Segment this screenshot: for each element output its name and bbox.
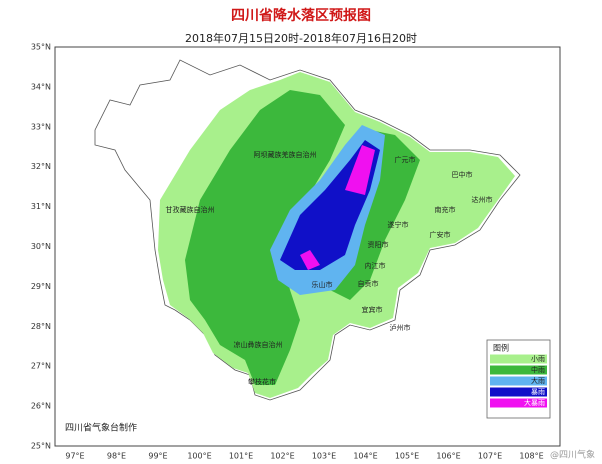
- legend-label: 中雨: [531, 365, 545, 374]
- lat-tick-label: 35°N: [31, 43, 51, 52]
- lat-tick-label: 31°N: [31, 202, 51, 211]
- lon-tick-label: 104°E: [353, 452, 377, 461]
- legend-swatch: [490, 387, 547, 397]
- legend-label: 暴雨: [531, 388, 545, 396]
- lat-tick-label: 27°N: [31, 362, 51, 371]
- watermark: @四川气象: [550, 449, 595, 461]
- place-label: 巴中市: [452, 170, 473, 179]
- lat-tick-label: 25°N: [31, 442, 51, 451]
- legend-title: 图例: [493, 343, 509, 353]
- place-label: 广安市: [430, 230, 451, 239]
- lon-tick-label: 105°E: [395, 452, 419, 461]
- place-label: 阿坝藏族羌族自治州: [254, 150, 317, 159]
- lat-tick-label: 29°N: [31, 282, 51, 291]
- lat-tick-label: 26°N: [31, 402, 51, 411]
- lon-tick-label: 101°E: [229, 452, 253, 461]
- legend-swatch: [490, 398, 547, 408]
- subtitle: 2018年07月15日20时-2018年07月16日20时: [185, 31, 417, 45]
- lon-tick-label: 98°E: [107, 452, 126, 461]
- place-label: 自贡市: [358, 279, 379, 288]
- place-label: 资阳市: [368, 240, 389, 249]
- title: 四川省降水落区预报图: [231, 7, 371, 24]
- province: [94, 59, 521, 401]
- lon-tick-label: 107°E: [478, 452, 502, 461]
- lon-tick-label: 106°E: [436, 452, 460, 461]
- place-label: 乐山市: [312, 280, 333, 289]
- place-label: 宜宾市: [362, 305, 383, 314]
- lat-tick-label: 34°N: [31, 82, 51, 91]
- place-label: 攀枝花市: [248, 377, 276, 386]
- lon-tick-label: 97°E: [65, 452, 84, 461]
- place-label: 甘孜藏族自治州: [166, 205, 215, 214]
- lat-tick-label: 28°N: [31, 322, 51, 331]
- place-label: 广元市: [395, 155, 416, 164]
- legend-label: 大雨: [531, 376, 545, 385]
- place-label: 内江市: [365, 261, 386, 270]
- legend-label: 小雨: [531, 354, 545, 363]
- place-label: 南充市: [435, 205, 456, 214]
- lon-tick-label: 100°E: [187, 452, 211, 461]
- place-label: 凉山彝族自治州: [234, 340, 283, 349]
- place-label: 遂宁市: [388, 220, 409, 229]
- credit: 四川省气象台制作: [65, 422, 137, 434]
- legend-swatch: [490, 365, 547, 375]
- lon-tick-label: 102°E: [270, 452, 294, 461]
- legend-swatch: [490, 376, 547, 386]
- lat-tick-label: 30°N: [31, 242, 51, 251]
- lat-tick-label: 33°N: [31, 122, 51, 131]
- lat-tick-label: 32°N: [31, 162, 51, 171]
- place-label: 泸州市: [390, 323, 411, 332]
- lon-tick-label: 99°E: [148, 452, 167, 461]
- legend-swatch: [490, 354, 547, 364]
- place-label: 达州市: [472, 195, 493, 204]
- lon-tick-label: 103°E: [312, 452, 336, 461]
- legend-label: 大暴雨: [524, 398, 545, 407]
- lon-tick-label: 108°E: [519, 452, 543, 461]
